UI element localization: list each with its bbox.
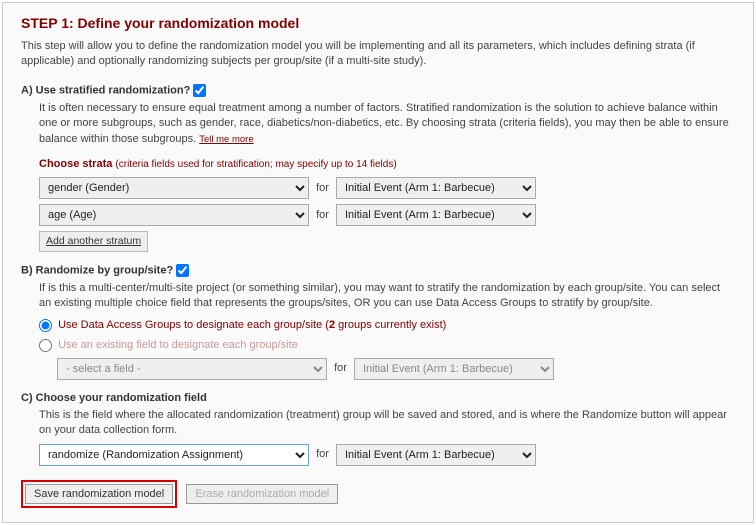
choose-strata-heading: Choose strata (criteria fields used for … bbox=[39, 157, 735, 172]
stratum-event-select[interactable]: Initial Event (Arm 1: Barbecue) bbox=[336, 204, 536, 226]
step1-panel: STEP 1: Define your randomization model … bbox=[2, 2, 754, 523]
save-randomization-button[interactable]: Save randomization model bbox=[25, 484, 173, 504]
stratified-checkbox[interactable] bbox=[193, 84, 206, 97]
radio-dag-label-suffix: groups currently exist) bbox=[335, 319, 446, 331]
for-label: for bbox=[312, 182, 333, 194]
intro-text: This step will allow you to define the r… bbox=[21, 39, 735, 70]
for-label: for bbox=[330, 362, 351, 374]
radio-dag[interactable] bbox=[39, 319, 52, 332]
section-b-desc: If is this a multi-center/multi-site pro… bbox=[39, 281, 735, 312]
section-c: C) Choose your randomization field This … bbox=[21, 392, 735, 466]
section-a: A) Use stratified randomization? It is o… bbox=[21, 84, 735, 252]
section-c-title: C) Choose your randomization field bbox=[21, 392, 735, 404]
stratum-field-select[interactable]: age (Age) bbox=[39, 204, 309, 226]
stratum-row: gender (Gender) for Initial Event (Arm 1… bbox=[39, 177, 735, 199]
radio-dag-row: Use Data Access Groups to designate each… bbox=[39, 318, 735, 334]
section-c-desc: This is the field where the allocated ra… bbox=[39, 408, 735, 439]
group-event-select[interactable]: Initial Event (Arm 1: Barbecue) bbox=[354, 358, 554, 380]
radio-dag-label: Use Data Access Groups to designate each… bbox=[58, 319, 446, 331]
save-highlight-box: Save randomization model bbox=[21, 480, 177, 508]
group-site-checkbox[interactable] bbox=[176, 264, 189, 277]
section-c-body: This is the field where the allocated ra… bbox=[39, 408, 735, 466]
section-b-title: B) Randomize by group/site? bbox=[21, 264, 735, 277]
choose-strata-help: (criteria fields used for stratification… bbox=[115, 159, 396, 170]
tell-me-more-link[interactable]: Tell me more bbox=[199, 134, 253, 145]
erase-randomization-button[interactable]: Erase randomization model bbox=[186, 484, 338, 504]
section-a-body: It is often necessary to ensure equal tr… bbox=[39, 101, 735, 252]
add-stratum-row: Add another stratum bbox=[39, 231, 735, 252]
randomization-field-select[interactable]: randomize (Randomization Assignment) bbox=[39, 444, 309, 466]
group-field-select[interactable]: - select a field - bbox=[57, 358, 327, 380]
section-a-title: A) Use stratified randomization? bbox=[21, 84, 735, 97]
section-b-body: If is this a multi-center/multi-site pro… bbox=[39, 281, 735, 380]
for-label: for bbox=[312, 209, 333, 221]
stratum-event-select[interactable]: Initial Event (Arm 1: Barbecue) bbox=[336, 177, 536, 199]
radio-field-row: Use an existing field to designate each … bbox=[39, 338, 735, 354]
radio-dag-label-prefix: Use Data Access Groups to designate each… bbox=[58, 319, 329, 331]
section-a-title-text: A) Use stratified randomization? bbox=[21, 84, 190, 96]
choose-strata-label: Choose strata bbox=[39, 158, 112, 170]
group-field-row: - select a field - for Initial Event (Ar… bbox=[57, 358, 735, 380]
stratum-field-select[interactable]: gender (Gender) bbox=[39, 177, 309, 199]
radio-existing-field[interactable] bbox=[39, 339, 52, 352]
add-another-stratum-button[interactable]: Add another stratum bbox=[39, 231, 148, 252]
section-a-desc: It is often necessary to ensure equal tr… bbox=[39, 102, 729, 145]
section-b-title-text: B) Randomize by group/site? bbox=[21, 264, 173, 276]
for-label: for bbox=[312, 448, 333, 460]
randomization-field-row: randomize (Randomization Assignment) for… bbox=[39, 444, 735, 466]
stratum-row: age (Age) for Initial Event (Arm 1: Barb… bbox=[39, 204, 735, 226]
section-b: B) Randomize by group/site? If is this a… bbox=[21, 264, 735, 380]
action-row: Save randomization model Erase randomiza… bbox=[21, 480, 735, 508]
radio-existing-field-label: Use an existing field to designate each … bbox=[58, 339, 298, 351]
randomization-event-select[interactable]: Initial Event (Arm 1: Barbecue) bbox=[336, 444, 536, 466]
step-title: STEP 1: Define your randomization model bbox=[21, 15, 735, 31]
